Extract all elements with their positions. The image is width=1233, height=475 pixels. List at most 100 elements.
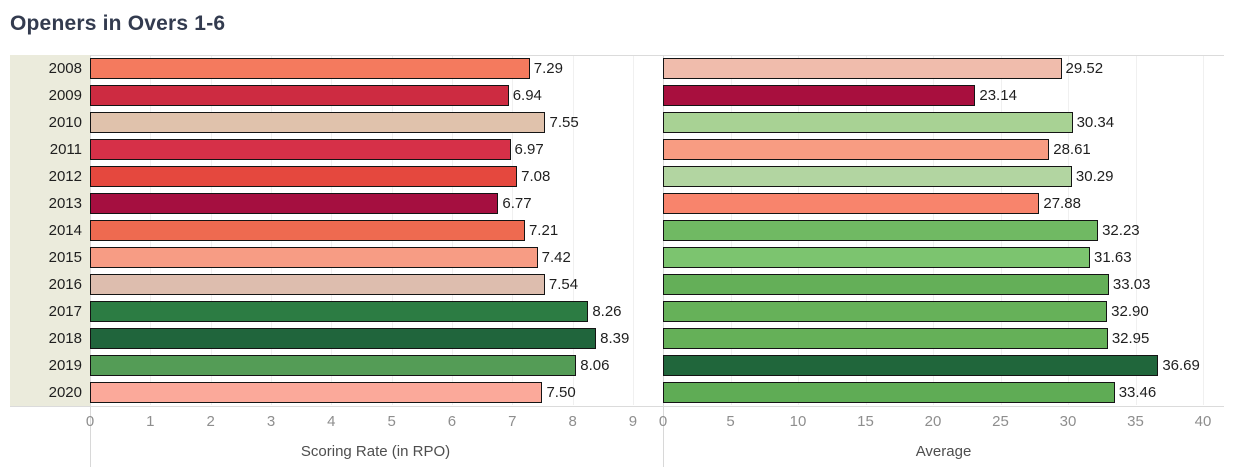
bar-2016[interactable] — [663, 274, 1109, 295]
bar-value-label: 7.54 — [548, 276, 579, 293]
bar-2012[interactable] — [663, 166, 1072, 187]
year-axis: 2008 2009 2010 2011 2012 2013 2014 2015 2016 2017… — [10, 55, 90, 406]
bar-row-2013: 27.88 — [663, 190, 1224, 217]
average-axis: 0 5 10 15 20 25 30 35 40 — [659, 413, 1224, 433]
year-label-2013: 2013 — [48, 195, 82, 212]
bar-2012[interactable] — [90, 166, 518, 187]
bar-row-2008: 7.29 — [90, 55, 661, 82]
year-label-2017: 2017 — [48, 303, 82, 320]
gridline — [632, 56, 634, 405]
chart-top-border — [10, 55, 1224, 56]
bar-row-2019: 36.69 — [663, 352, 1224, 379]
bar-row-2008: 29.52 — [663, 55, 1224, 82]
bar-value-label: 8.06 — [580, 357, 610, 374]
bar-row-2017: 8.26 — [90, 298, 661, 325]
bar-2010[interactable] — [90, 112, 546, 133]
bar-2020[interactable] — [663, 382, 1115, 403]
axis-tick-label: 6 — [447, 413, 457, 430]
bar-value-label: 32.90 — [1111, 303, 1149, 320]
bar-2016[interactable] — [90, 274, 545, 295]
axis-tick-label: 15 — [857, 413, 874, 430]
bar-row-2009: 6.94 — [90, 82, 661, 109]
axis-tick-label: 8 — [568, 413, 577, 430]
bar-value-label: 33.03 — [1112, 276, 1151, 293]
bar-2008[interactable] — [663, 58, 1062, 79]
bar-value-label: 8.39 — [600, 330, 630, 347]
axis-title-scoring-rate: Scoring Rate (in RPO) — [300, 443, 451, 460]
bar-2017[interactable] — [90, 301, 589, 322]
gridline — [1203, 56, 1204, 405]
year-label-2019: 2019 — [48, 357, 82, 374]
year-label-2016: 2016 — [48, 276, 82, 293]
bar-row-2011: 6.97 — [90, 136, 661, 163]
bar-value-label: 6.77 — [502, 195, 532, 212]
bar-2011[interactable] — [90, 139, 511, 160]
bar-row-2013: 6.77 — [90, 190, 661, 217]
year-label-2012: 2012 — [48, 168, 82, 185]
bar-2018[interactable] — [663, 328, 1108, 349]
bar-value-label: 7.29 — [533, 60, 563, 77]
bar-row-2016: 33.03 — [663, 271, 1224, 298]
gridline — [1135, 56, 1137, 405]
bar-value-label: 6.94 — [512, 87, 542, 104]
bar-value-label: 7.50 — [546, 384, 576, 401]
bar-value-label: 28.61 — [1053, 141, 1091, 158]
bar-row-2009: 23.14 — [663, 82, 1224, 109]
year-label-2018: 2018 — [48, 330, 82, 347]
year-label-2014: 2014 — [48, 222, 82, 239]
bar-2009[interactable] — [90, 85, 509, 106]
bar-value-label: 30.34 — [1076, 114, 1115, 131]
year-label-2020: 2020 — [48, 384, 82, 401]
bar-value-label: 31.63 — [1094, 249, 1132, 266]
bar-row-2011: 28.61 — [663, 136, 1224, 163]
bar-value-label: 33.46 — [1118, 384, 1157, 401]
year-label-2011: 2011 — [49, 141, 82, 158]
bar-2009[interactable] — [663, 85, 976, 106]
bar-value-label: 32.23 — [1102, 222, 1140, 239]
bar-2010[interactable] — [663, 112, 1073, 133]
bar-2015[interactable] — [90, 247, 538, 268]
bar-2014[interactable] — [663, 220, 1099, 241]
axis-tick-label: 35 — [1127, 413, 1144, 430]
bar-value-label: 27.88 — [1043, 195, 1081, 212]
axis-tick-label: 10 — [789, 413, 807, 430]
bar-2013[interactable] — [90, 193, 499, 214]
bar-row-2018: 8.39 — [90, 325, 661, 352]
axis-tick-label: 5 — [387, 413, 396, 430]
axis-tick-label: 25 — [992, 413, 1009, 430]
bar-row-2015: 31.63 — [663, 244, 1224, 271]
bar-2014[interactable] — [90, 220, 525, 241]
average-plot: 29.52 23.14 30.34 28.61 30.29 27.88 32.23 31.63… — [663, 55, 1224, 406]
bar-row-2012: 7.08 — [90, 163, 661, 190]
axis-tick-label: 4 — [327, 413, 336, 430]
bar-2017[interactable] — [663, 301, 1108, 322]
bar-row-2017: 32.90 — [663, 298, 1224, 325]
bar-2019[interactable] — [90, 355, 577, 376]
bar-value-label: 7.21 — [528, 222, 559, 239]
axis-tick-label: 3 — [266, 413, 276, 430]
year-label-2015: 2015 — [48, 249, 82, 266]
axis-tick-label: 30 — [1059, 413, 1077, 430]
bar-row-2020: 33.46 — [663, 379, 1224, 406]
bar-row-2014: 7.21 — [90, 217, 661, 244]
bar-row-2020: 7.50 — [90, 379, 661, 406]
bar-row-2016: 7.54 — [90, 271, 661, 298]
bar-value-label: 8.26 — [592, 303, 622, 320]
year-label-2009: 2009 — [48, 87, 82, 104]
axis-tick-label: 0 — [85, 413, 95, 430]
bar-2020[interactable] — [90, 382, 543, 403]
axis-tick-label: 5 — [726, 413, 735, 430]
bar-value-label: 29.52 — [1065, 60, 1104, 77]
bar-2019[interactable] — [663, 355, 1159, 376]
bar-2015[interactable] — [663, 247, 1090, 268]
bar-2008[interactable] — [90, 58, 530, 79]
bar-2013[interactable] — [663, 193, 1040, 214]
bar-2011[interactable] — [663, 139, 1050, 160]
year-label-2008: 2008 — [48, 60, 82, 77]
bar-2018[interactable] — [90, 328, 597, 349]
axis-title-average: Average — [915, 443, 972, 460]
bar-row-2012: 30.29 — [663, 163, 1224, 190]
bar-value-label: 36.69 — [1162, 357, 1200, 374]
axis-tick-label: 0 — [658, 413, 668, 430]
